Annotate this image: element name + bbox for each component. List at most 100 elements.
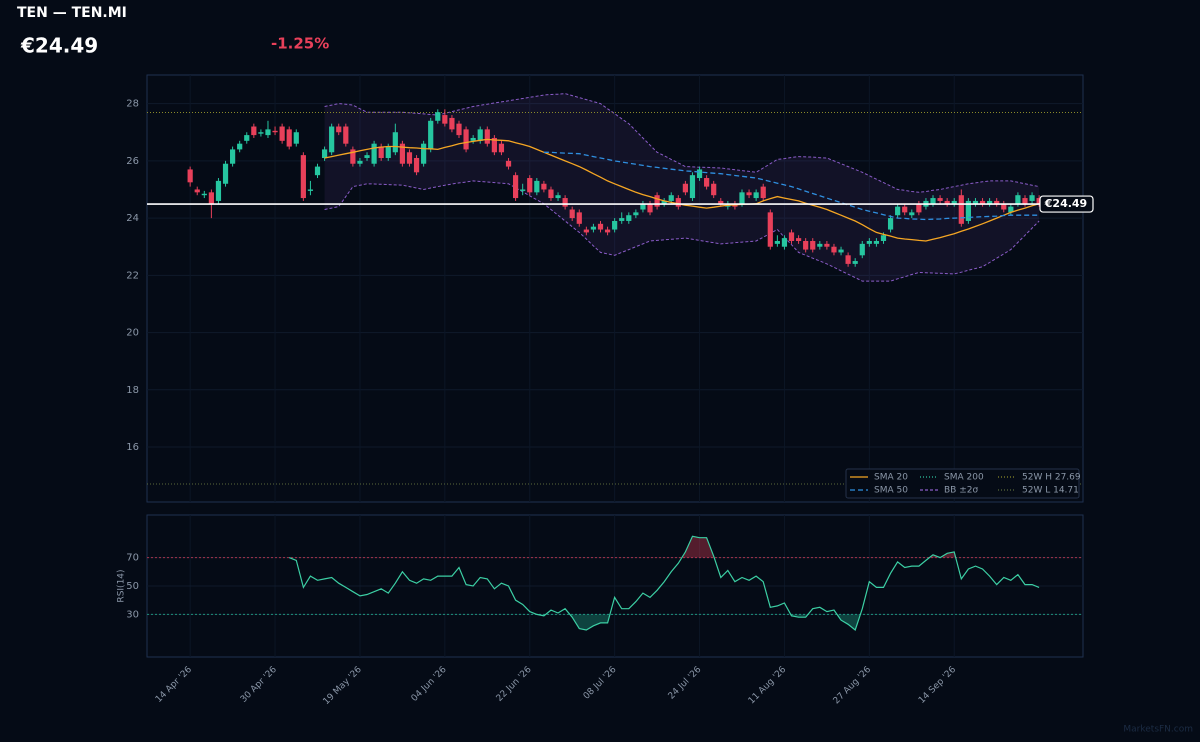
x-tick-label: 24 Jul '26 <box>667 665 704 702</box>
candle-body <box>477 129 483 141</box>
candle-body <box>788 232 795 241</box>
candle-body <box>364 155 370 158</box>
candle-body <box>251 126 257 136</box>
candle-body <box>647 203 653 213</box>
y-tick-label: 22 <box>126 270 139 281</box>
candle-body <box>604 229 611 233</box>
candle-body <box>527 178 533 193</box>
candle-body <box>746 192 752 196</box>
legend-box <box>845 468 1080 499</box>
candle-body <box>852 261 858 264</box>
legend-label: 52W H 27.69 <box>1022 473 1081 483</box>
candle-body <box>187 169 193 183</box>
candle-body <box>767 212 773 247</box>
candle-body <box>583 229 589 233</box>
bollinger-lower <box>324 180 1040 282</box>
candle-body <box>321 149 328 158</box>
candle-body <box>350 149 356 164</box>
candle-body <box>222 163 229 184</box>
price-tag-label: €24.49 <box>1044 197 1087 210</box>
y-tick-label: 18 <box>126 385 139 396</box>
candle-body <box>406 152 413 164</box>
candle-body <box>230 149 236 164</box>
moving-average <box>543 151 1040 221</box>
candle-body <box>887 218 894 230</box>
candle-body <box>428 120 434 150</box>
candle-body <box>909 212 915 216</box>
candle-body <box>329 126 335 153</box>
candle-body <box>456 123 462 136</box>
candle-body <box>512 175 519 199</box>
candle-body <box>958 195 964 224</box>
x-tick-label: 22 Jun '26 <box>495 665 534 704</box>
candle-body <box>413 157 420 173</box>
legend-label: BB ±2σ <box>944 486 978 496</box>
price-header: €24.49 <box>20 34 98 58</box>
rsi-line <box>288 535 1040 632</box>
candle-body <box>541 183 547 190</box>
candle-body <box>215 180 222 201</box>
candle-body <box>371 143 377 164</box>
x-tick-label: 14 Apr '26 <box>154 665 194 705</box>
candle-body <box>760 186 766 199</box>
candle-body <box>944 200 950 204</box>
candle-body <box>838 249 844 253</box>
candle-body <box>718 200 724 204</box>
candle-body <box>201 193 207 196</box>
candle-body <box>675 198 681 207</box>
candle-body <box>696 169 703 179</box>
candle-body <box>548 189 554 199</box>
candle-body <box>972 200 979 204</box>
candle-body <box>795 238 802 241</box>
price-plot <box>147 75 1083 502</box>
x-tick-label: 14 Sep '26 <box>917 665 958 706</box>
candle-body <box>421 143 427 164</box>
x-tick-label: 04 Jun '26 <box>410 665 449 704</box>
candle-body <box>399 143 406 164</box>
candle-body <box>272 130 278 133</box>
rsi-axis-label: RSI(14) <box>117 569 127 602</box>
candle-body <box>569 209 575 219</box>
ticker-title: TEN — TEN.MI <box>17 5 127 21</box>
candle-body <box>704 178 710 187</box>
candle-body <box>1001 203 1007 210</box>
x-tick-label: 27 Aug '26 <box>832 665 874 707</box>
candle-body <box>562 198 568 207</box>
legend-label: SMA 200 <box>944 473 984 483</box>
candle-body <box>633 212 639 216</box>
candle-body <box>576 212 582 224</box>
candle-body <box>293 132 299 144</box>
legend-label: SMA 50 <box>874 486 908 496</box>
candle-body <box>873 240 880 244</box>
candle-body <box>831 246 837 253</box>
candle-body <box>484 129 490 144</box>
candle-body <box>435 112 441 121</box>
candle-body <box>640 203 646 210</box>
bollinger-upper <box>324 93 1040 193</box>
candle-body <box>619 218 625 221</box>
candle-body <box>258 132 264 134</box>
y-tick-label: 30 <box>126 609 139 620</box>
candle-body <box>845 255 851 264</box>
candle-body <box>689 175 696 199</box>
candle-body <box>590 226 597 230</box>
candle-body <box>824 243 830 247</box>
y-tick-label: 70 <box>126 553 139 564</box>
candle-body <box>1022 198 1028 204</box>
price-change: -1.25% <box>271 35 329 53</box>
candle-body <box>534 180 540 193</box>
candle-body <box>937 198 943 201</box>
candle-body <box>987 200 993 204</box>
candle-body <box>300 155 306 199</box>
candle-body <box>343 126 349 144</box>
candle-body <box>803 240 809 250</box>
y-tick-label: 28 <box>126 99 139 110</box>
candle-body <box>463 129 469 150</box>
candle-body <box>449 117 455 130</box>
candle-body <box>378 146 384 158</box>
candle-body <box>951 200 957 204</box>
legend-label: 52W L 14.71 <box>1022 486 1079 496</box>
candle-body <box>357 160 363 164</box>
